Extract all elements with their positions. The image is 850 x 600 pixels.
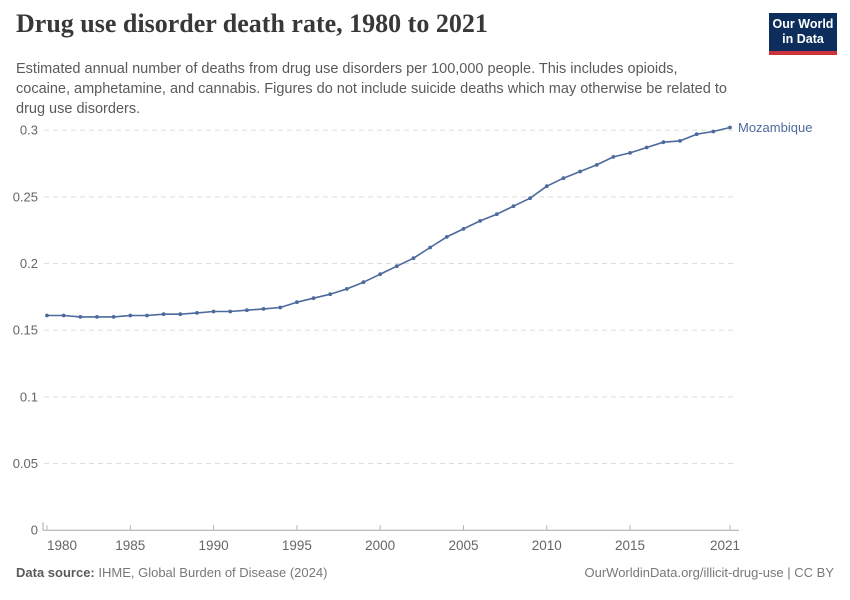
chart-subtitle: Estimated annual number of deaths from d… (16, 59, 756, 119)
data-point[interactable] (245, 308, 249, 313)
data-point[interactable] (294, 300, 299, 305)
y-tick-label: 0.3 (20, 123, 38, 138)
y-tick-label: 0.15 (13, 323, 38, 338)
data-point[interactable] (478, 218, 483, 223)
data-source-text: IHME, Global Burden of Disease (2024) (98, 565, 328, 580)
data-point[interactable] (95, 314, 99, 319)
data-point[interactable] (444, 234, 449, 239)
data-source: Data source: IHME, Global Burden of Dise… (16, 565, 327, 580)
series-label-mozambique[interactable]: Mozambique (738, 120, 812, 135)
subtitle-line: cocaine, amphetamine, and cannabis. Figu… (16, 81, 727, 97)
data-point[interactable] (195, 310, 199, 315)
subtitle-line: Estimated annual number of deaths from d… (16, 61, 678, 77)
owid-logo[interactable]: Our World in Data (769, 13, 837, 55)
y-tick-label: 0.2 (20, 256, 38, 271)
data-point[interactable] (211, 309, 216, 314)
x-tick-label: 1995 (282, 538, 312, 553)
data-point[interactable] (461, 226, 466, 231)
data-point[interactable] (511, 204, 516, 209)
y-tick-label: 0.1 (20, 389, 38, 404)
x-tick-label: 1980 (47, 538, 77, 553)
data-point[interactable] (594, 162, 599, 167)
owid-logo-line1: Our World (772, 17, 834, 31)
data-point[interactable] (61, 313, 66, 318)
data-point[interactable] (145, 313, 149, 318)
data-point[interactable] (45, 313, 49, 318)
data-point[interactable] (411, 256, 416, 261)
data-point[interactable] (228, 309, 233, 314)
data-point[interactable] (694, 132, 699, 137)
x-tick-label: 2005 (448, 538, 478, 553)
data-point[interactable] (628, 150, 632, 155)
x-tick-label: 2015 (615, 538, 645, 553)
y-tick-label: 0.05 (13, 456, 38, 471)
data-line-mozambique (47, 126, 731, 318)
x-tick-label: 1985 (115, 538, 145, 553)
y-tick-label: 0 (31, 523, 38, 538)
data-point[interactable] (561, 176, 566, 181)
data-point[interactable] (428, 245, 433, 250)
data-point[interactable] (311, 296, 316, 301)
data-point[interactable] (528, 196, 532, 201)
data-point[interactable] (378, 272, 383, 277)
data-point[interactable] (344, 286, 349, 291)
data-point[interactable] (544, 184, 549, 189)
data-point[interactable] (711, 129, 716, 134)
data-source-label: Data source: (16, 565, 95, 580)
data-point[interactable] (361, 280, 366, 285)
data-point[interactable] (611, 154, 616, 159)
data-point[interactable] (661, 140, 666, 145)
page-title: Drug use disorder death rate, 1980 to 20… (16, 9, 488, 38)
data-point[interactable] (728, 125, 732, 130)
data-point[interactable] (644, 145, 649, 150)
x-tick-label: 2010 (532, 538, 562, 553)
data-point[interactable] (494, 212, 499, 217)
data-point[interactable] (128, 313, 133, 318)
data-point[interactable] (78, 314, 83, 319)
data-point[interactable] (178, 312, 183, 317)
credit-link[interactable]: OurWorldinData.org/illicit-drug-use | CC… (584, 565, 835, 580)
data-point[interactable] (161, 312, 166, 317)
data-point[interactable] (278, 305, 283, 310)
x-tick-label: 1990 (199, 538, 229, 553)
data-point[interactable] (111, 314, 116, 319)
data-point[interactable] (261, 306, 266, 311)
chart-footer: Data source: IHME, Global Burden of Dise… (16, 565, 834, 580)
data-point[interactable] (678, 138, 682, 143)
data-point[interactable] (328, 292, 333, 297)
data-point[interactable] (394, 264, 399, 269)
owid-logo-line2: in Data (782, 32, 824, 46)
data-point[interactable] (578, 169, 582, 174)
x-tick-label: 2000 (365, 538, 395, 553)
subtitle-line: drug use disorders. (16, 101, 141, 117)
x-tick-label: 2021 (710, 538, 740, 553)
y-tick-label: 0.25 (13, 189, 38, 204)
